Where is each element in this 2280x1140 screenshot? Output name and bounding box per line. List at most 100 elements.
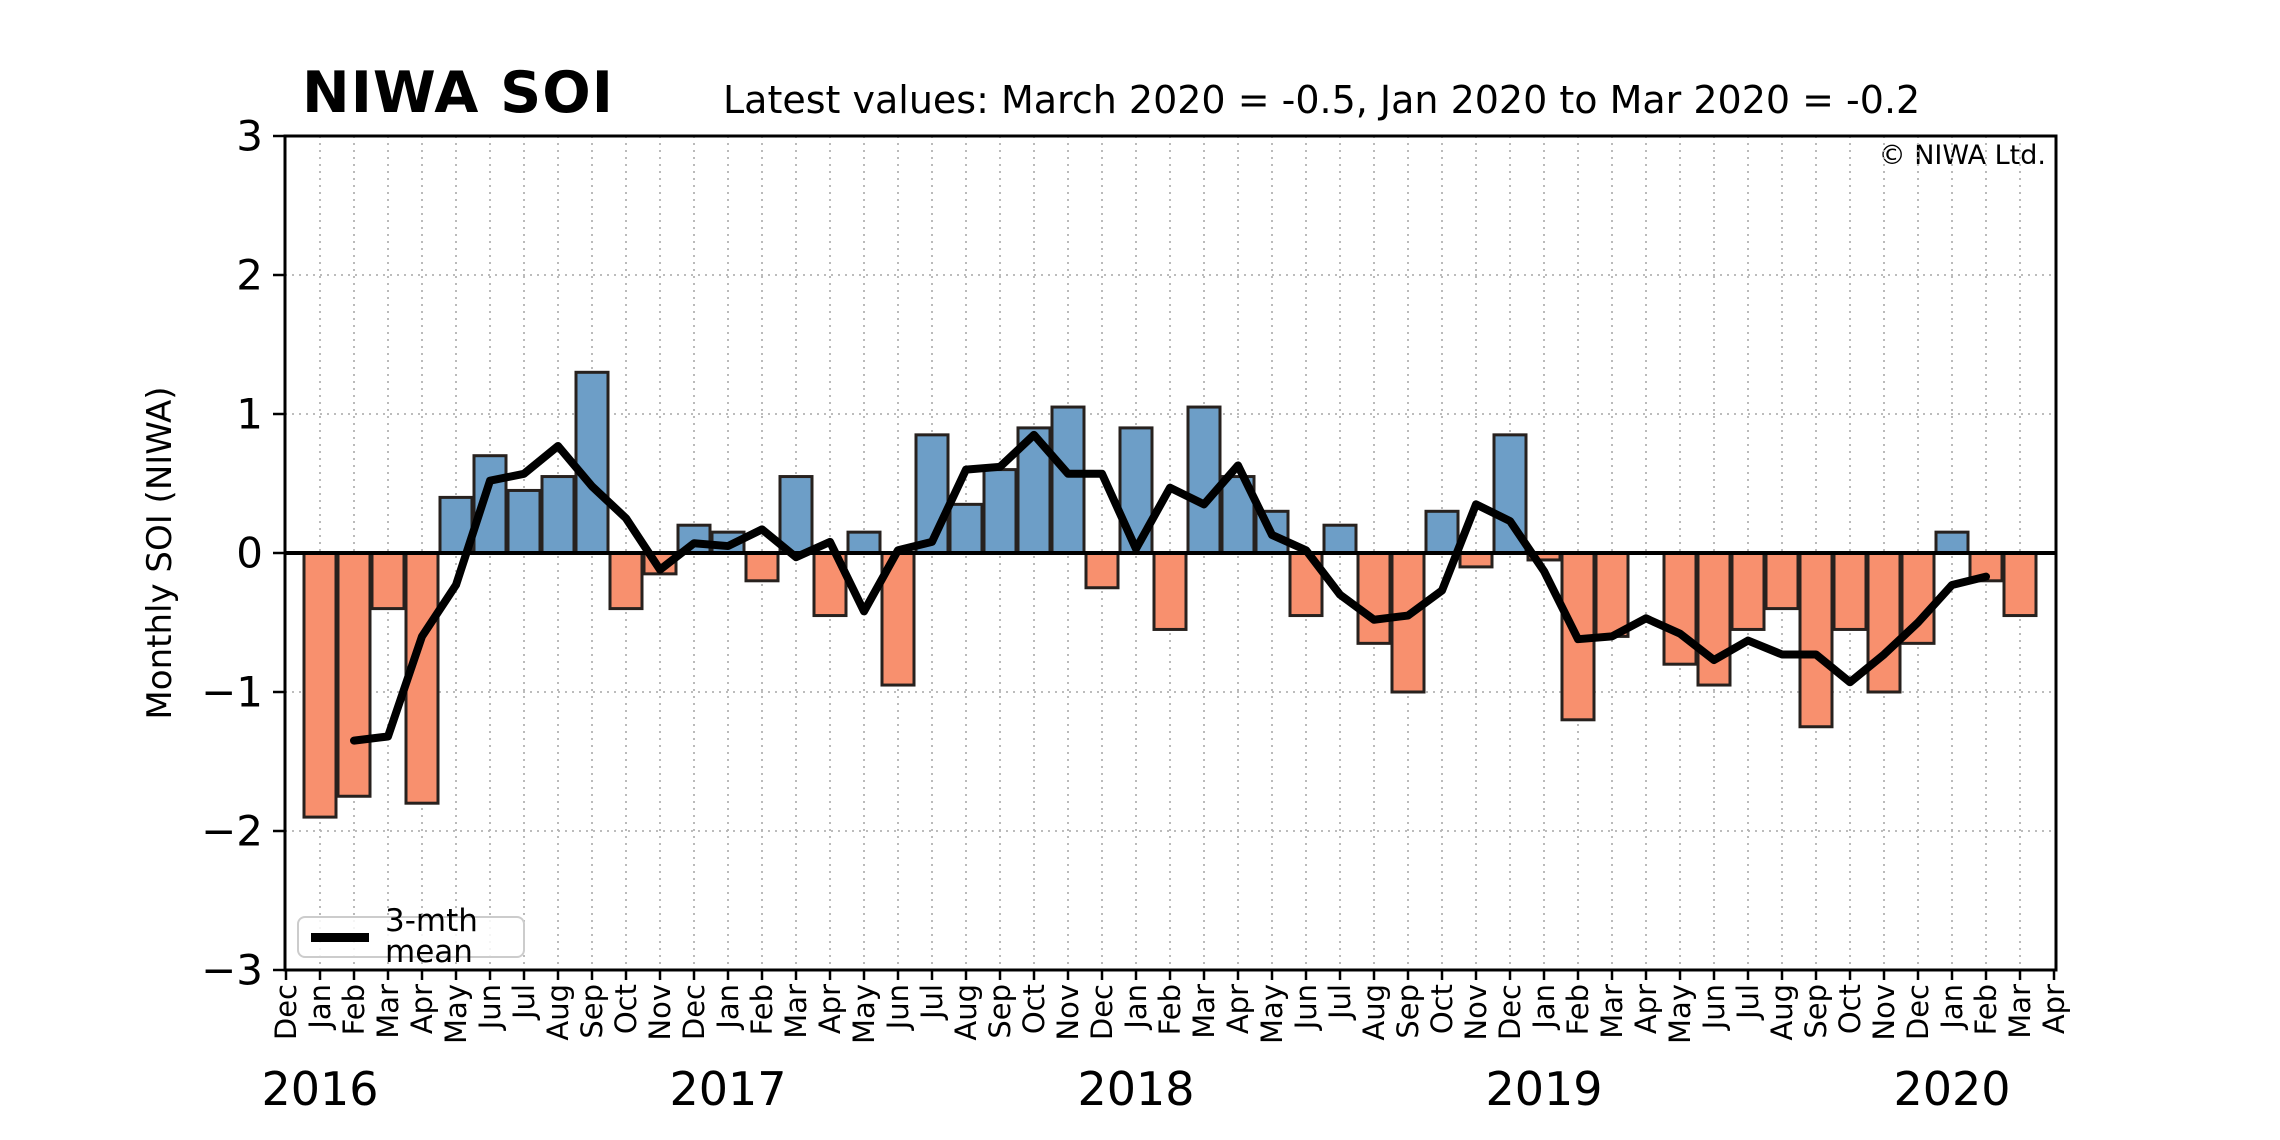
x-tick-label: Jan [1527,984,1561,1031]
x-tick-label: May [1255,984,1289,1044]
soi-bar [302,551,338,819]
soi-bar [336,551,372,798]
x-tick-label: Jun [1289,984,1323,1031]
x-tick-label: Nov [1459,984,1493,1041]
x-tick-label: Feb [1969,984,2003,1035]
y-tick-label: 0 [236,529,263,578]
soi-bar [1798,551,1834,729]
soi-bar [2002,551,2038,618]
x-tick-label: Oct [609,984,643,1034]
soi-bar [1866,551,1902,694]
x-tick-label: Oct [1425,984,1459,1034]
x-tick-label: Sep [575,984,609,1039]
x-tick-label: Mar [2003,984,2037,1039]
soi-bar [1764,551,1800,611]
soi-bar [1424,509,1460,555]
x-tick-label: Sep [1799,984,1833,1039]
x-tick-label: Jun [881,984,915,1031]
soi-bar [1594,551,1630,638]
x-tick-label: Dec [1901,984,1935,1040]
three-month-mean-line [350,430,1990,745]
soi-bar [1186,405,1222,555]
x-tick-label: May [439,984,473,1044]
mean-line-swatch-icon [311,932,369,942]
x-tick-label: Feb [745,984,779,1035]
year-label: 2019 [1485,1062,1602,1116]
x-tick-label: Dec [677,984,711,1040]
year-label: 2017 [669,1062,786,1116]
axis-ticks [273,134,2056,980]
x-tick-label: Sep [1391,984,1425,1039]
soi-bar [948,502,984,555]
soi-bar [1730,551,1766,631]
soi-bar [880,551,916,687]
soi-bar [1322,523,1358,555]
x-tick-label: Apr [1629,984,1663,1034]
x-tick-label: Jan [303,984,337,1031]
x-tick-label: Jan [1935,984,1969,1031]
x-tick-label: Feb [1153,984,1187,1035]
x-tick-label: Feb [1561,984,1595,1035]
x-tick-label: Jan [1119,984,1153,1031]
soi-bar [1968,551,2004,583]
soi-bar [1356,551,1392,645]
chart-subtitle: Latest values: March 2020 = -0.5, Jan 20… [723,78,1921,122]
x-tick-label: Jul [1323,984,1357,1021]
x-tick-label: Apr [1221,984,1255,1034]
x-tick-label: Nov [643,984,677,1041]
soi-bar [1662,551,1698,666]
y-tick-label: −2 [201,807,263,856]
x-tick-label: Aug [1765,984,1799,1041]
gridlines [285,136,2056,970]
soi-bar [1458,551,1494,569]
x-tick-label: Jul [1731,984,1765,1021]
x-tick-label: Jul [915,984,949,1021]
chart-title: NIWA SOI [302,60,614,126]
x-tick-labels: Dec Jan Feb Mar Apr May Jun Jul Aug Sep Oct Nov Dec J… [269,984,2071,1044]
soi-bar [1390,551,1426,694]
x-tick-label: Aug [1357,984,1391,1041]
x-tick-label: Feb [337,984,371,1035]
soi-bar [608,551,644,611]
year-label: 2016 [261,1062,378,1116]
x-tick-label: Dec [269,984,303,1040]
soi-bar [574,370,610,555]
x-tick-label: Jun [1697,984,1731,1031]
x-tick-label: Mar [1595,984,1629,1039]
y-tick-label: 1 [236,390,263,439]
x-tick-label: Apr [2037,984,2071,1034]
x-tick-label: Apr [405,984,439,1034]
soi-bar [982,468,1018,555]
soi-bar [1696,551,1732,687]
y-tick-label: 2 [236,251,263,300]
monthly-soi-bars [302,370,2038,819]
y-tick-label: −1 [201,668,263,717]
soi-bar [540,475,576,555]
x-tick-label: Apr [813,984,847,1034]
x-tick-label: Nov [1051,984,1085,1041]
x-tick-label: Dec [1085,984,1119,1040]
x-tick-label: Sep [983,984,1017,1039]
x-tick-label: Aug [949,984,983,1041]
x-tick-label: Oct [1017,984,1051,1034]
year-labels: 2016 2017 2018 2019 2020 [261,1062,2010,1116]
x-tick-label: Mar [371,984,405,1039]
x-tick-label: May [847,984,881,1044]
y-tick-label: −3 [201,946,263,995]
y-tick-labels: 3 2 1 0 −1 −2 −3 [201,112,263,995]
x-tick-label: Mar [1187,984,1221,1039]
x-tick-label: May [1663,984,1697,1044]
legend: 3-mth mean [297,906,525,968]
x-tick-label: Jun [473,984,507,1031]
soi-bar [1152,551,1188,631]
soi-bar [506,488,542,555]
x-tick-label: Oct [1833,984,1867,1034]
soi-bar [1084,551,1120,590]
y-tick-label: 3 [236,112,263,161]
x-tick-label: Aug [541,984,575,1041]
year-label: 2018 [1077,1062,1194,1116]
soi-bar [1050,405,1086,555]
x-tick-label: Jan [711,984,745,1031]
